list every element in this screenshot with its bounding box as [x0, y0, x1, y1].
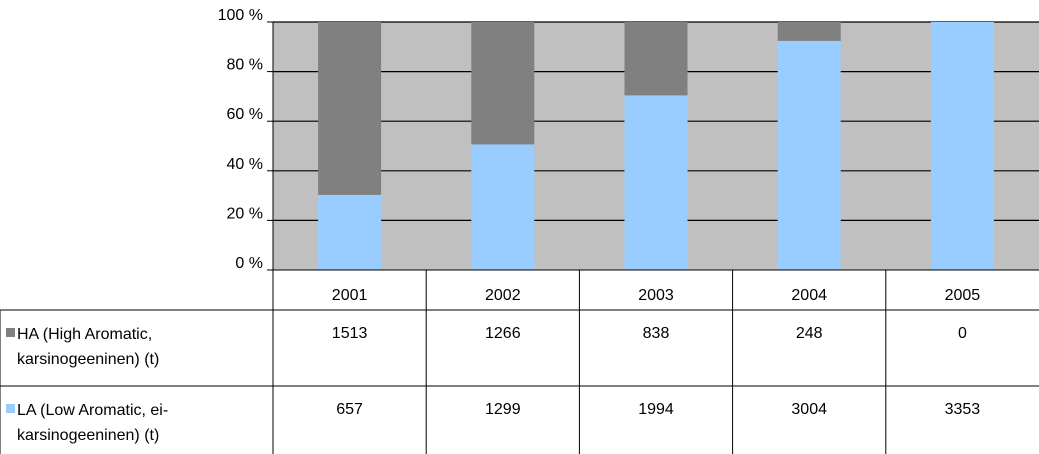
y-tick-label: 40 %	[227, 156, 263, 173]
data-value-ha: 1513	[332, 325, 368, 342]
series-name-ha: HA (High Aromatic,	[17, 326, 152, 343]
legend-key-ha	[6, 328, 15, 337]
x-category-label: 2005	[945, 287, 981, 304]
data-value-la: 1994	[638, 401, 674, 418]
data-value-la: 657	[336, 401, 363, 418]
bar-ha-2003	[624, 22, 688, 96]
series-name-la: LA (Low Aromatic, ei-	[17, 402, 168, 419]
bar-ha-2004	[777, 22, 841, 41]
y-tick-label: 60 %	[227, 106, 263, 123]
bar-la-2002	[471, 144, 535, 270]
bars	[318, 22, 994, 270]
legend-key-la	[6, 404, 15, 413]
x-category-label: 2003	[638, 287, 674, 304]
series-name-ha: karsinogeeninen) (t)	[17, 351, 159, 368]
data-value-la: 1299	[485, 401, 521, 418]
data-value-ha: 0	[958, 325, 967, 342]
data-value-ha: 248	[796, 325, 823, 342]
data-value-la: 3353	[945, 401, 981, 418]
bar-la-2001	[318, 194, 382, 270]
x-category-label: 2001	[332, 287, 368, 304]
x-category-label: 2004	[791, 287, 827, 304]
bar-ha-2002	[471, 22, 535, 145]
bar-la-2005	[930, 22, 994, 270]
y-tick-label: 0 %	[235, 255, 263, 272]
x-category-label: 2002	[485, 287, 521, 304]
y-tick-label: 80 %	[227, 57, 263, 74]
y-tick-label: 100 %	[218, 7, 263, 24]
bar-la-2004	[777, 40, 841, 270]
data-table: 2001 2002 2003 2004 2005 HA (High Aromatic, ka…	[0, 269, 1039, 454]
bar-la-2003	[624, 95, 688, 270]
bar-ha-2001	[318, 22, 382, 195]
y-axis: 0 % 20 % 40 % 60 % 80 % 100 %	[218, 7, 274, 272]
y-tick-label: 20 %	[227, 205, 263, 222]
data-value-ha: 838	[643, 325, 670, 342]
series-name-la: karsinogeeninen) (t)	[17, 427, 159, 444]
data-value-la: 3004	[791, 401, 827, 418]
data-value-ha: 1266	[485, 325, 521, 342]
